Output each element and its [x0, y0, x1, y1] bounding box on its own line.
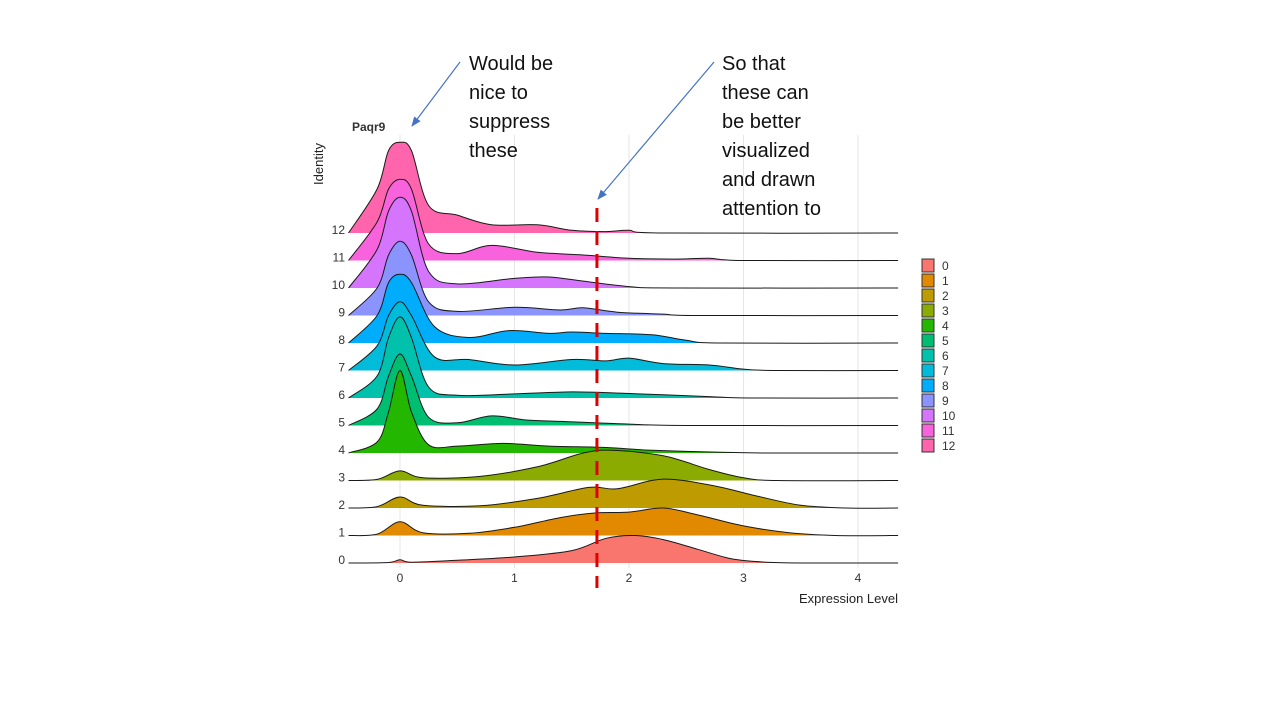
legend-label-7: 7 — [942, 364, 949, 378]
ridge-line-2 — [348, 478, 899, 509]
identity-label-8: 8 — [338, 333, 345, 347]
ridge-line-3 — [348, 449, 899, 482]
ridge-line-11 — [348, 178, 899, 262]
y-axis-label: Identity — [311, 143, 326, 185]
legend-swatch-5 — [921, 333, 935, 348]
legend-label-9: 9 — [942, 394, 949, 408]
ridge-line-7 — [348, 301, 899, 372]
legend-swatch-2 — [921, 288, 935, 303]
legend-swatch-1 — [921, 273, 935, 288]
x-tick-label: 2 — [626, 571, 633, 585]
x-axis-label: Expression Level — [799, 591, 898, 606]
x-tick-label: 3 — [740, 571, 747, 585]
legend-swatch-12 — [921, 438, 935, 453]
annotation-suppress-text: Would be nice to suppress these — [469, 53, 554, 162]
legend-label-12: 12 — [942, 439, 956, 453]
identity-label-3: 3 — [338, 471, 345, 485]
identity-label-0: 0 — [338, 553, 345, 567]
legend-label-10: 10 — [942, 409, 956, 423]
ridge-line-4 — [348, 369, 899, 454]
ridge-line-12 — [348, 141, 899, 234]
ridge-line-10 — [348, 196, 899, 289]
legend-label-1: 1 — [942, 274, 949, 288]
legend-label-8: 8 — [942, 379, 949, 393]
legend-swatch-9 — [921, 393, 935, 408]
legend-swatch-0 — [921, 258, 935, 273]
ridge-area-2 — [348, 479, 899, 509]
legend-swatch-10 — [921, 408, 935, 423]
legend-label-0: 0 — [942, 259, 949, 273]
identity-label-10: 10 — [332, 278, 346, 292]
left-annotation-arrow — [411, 61, 461, 127]
ridge-area-3 — [348, 450, 899, 481]
legend-label-6: 6 — [942, 349, 949, 363]
identity-label-6: 6 — [338, 388, 345, 402]
ridge-line-5 — [348, 353, 899, 427]
ridge-area-4 — [348, 370, 899, 454]
legend-label-2: 2 — [942, 289, 949, 303]
right-annotation-arrow — [597, 61, 715, 200]
ridge-area-1 — [348, 507, 899, 536]
identity-label-1: 1 — [338, 526, 345, 540]
ridge-line-0 — [348, 534, 899, 564]
identity-label-11: 11 — [333, 251, 346, 265]
x-tick-label: 0 — [397, 571, 404, 585]
expression-tick-labels: 0 1 2 3 4 — [397, 571, 862, 585]
legend-swatch-6 — [921, 348, 935, 363]
legend-label-5: 5 — [942, 334, 949, 348]
identity-label-4: 4 — [338, 443, 345, 457]
legend-swatch-4 — [921, 318, 935, 333]
identity-label-5: 5 — [338, 416, 345, 430]
identity-label-2: 2 — [338, 498, 345, 512]
ridge-line-9 — [348, 240, 899, 317]
legend-swatch-7 — [921, 363, 935, 378]
annotation-highlight-text: So that these can be better visualized a… — [722, 53, 821, 220]
ridge-line-6 — [348, 316, 899, 399]
identity-label-7: 7 — [338, 361, 345, 375]
ridges — [348, 141, 899, 564]
legend-label-11: 11 — [942, 424, 955, 438]
identity-label-9: 9 — [338, 306, 345, 320]
legend-label-3: 3 — [942, 304, 949, 318]
legend-swatch-8 — [921, 378, 935, 393]
legend-swatch-11 — [921, 423, 935, 438]
ridge-line-8 — [348, 273, 899, 344]
legend-label-4: 4 — [942, 319, 949, 333]
x-tick-label: 4 — [855, 571, 862, 585]
ridge-line-1 — [348, 507, 899, 537]
chart-title: Paqr9 — [352, 120, 386, 134]
ridge-area-0 — [348, 535, 899, 564]
identity-label-12: 12 — [332, 223, 346, 237]
x-tick-label: 1 — [511, 571, 518, 585]
legend-swatch-3 — [921, 303, 935, 318]
